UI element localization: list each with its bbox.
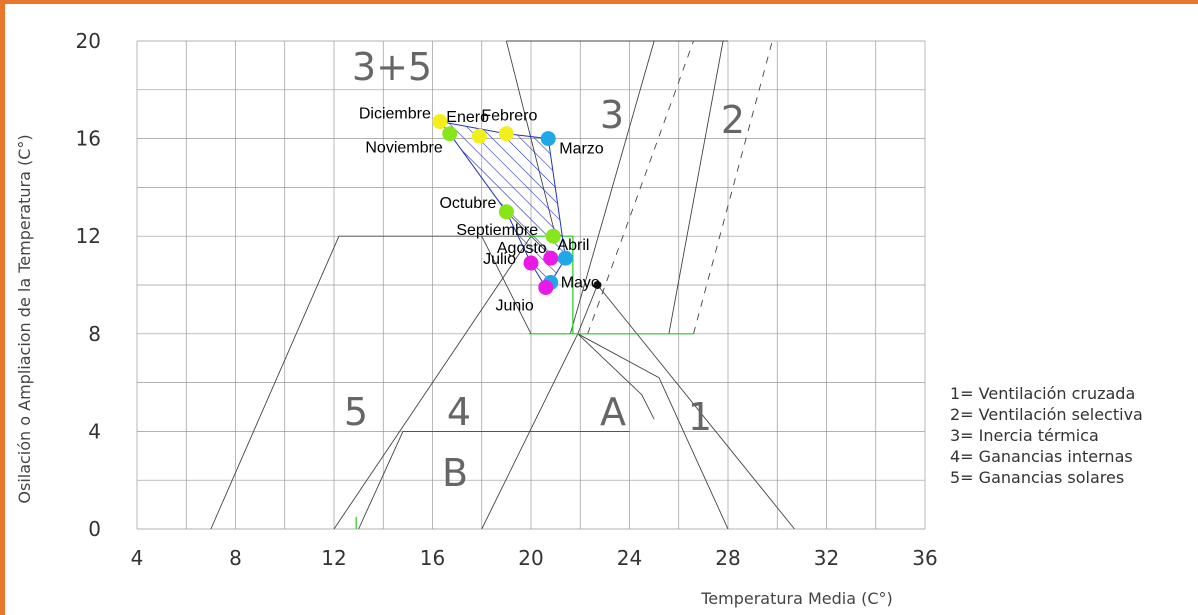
- month-label-noviembre: Noviembre: [365, 140, 442, 157]
- month-point-agosto: [543, 250, 559, 266]
- zone-boundary-line: [569, 40, 655, 334]
- zone-label: B: [442, 451, 468, 495]
- zone-label: 1: [688, 395, 712, 439]
- x-tick-label: 8: [229, 546, 242, 570]
- zone-boundary-line: [358, 430, 630, 530]
- x-tick-label: 32: [814, 546, 839, 570]
- month-points: [432, 114, 602, 295]
- x-tick-label: 28: [715, 546, 740, 570]
- month-label-enero: Enero: [446, 109, 489, 126]
- zone-boundary-line: [481, 235, 532, 335]
- zone-label: 3: [600, 93, 624, 137]
- month-point-diciembre: [432, 114, 448, 130]
- zone-label: A: [600, 390, 626, 434]
- month-label-mayo: Mayo: [561, 275, 600, 292]
- legend-entry: 3= Inercia térmica: [950, 426, 1099, 445]
- month-point-julio: [523, 255, 539, 271]
- month-label-diciembre: Diciembre: [359, 106, 431, 123]
- month-point-noviembre: [442, 126, 458, 142]
- zone-boundary-dashed-line: [693, 40, 773, 334]
- y-tick-label: 16: [76, 127, 101, 151]
- target-point: [593, 281, 602, 289]
- month-point-febrero: [498, 126, 514, 142]
- x-axis-title: Temperatura Media (C°): [700, 589, 893, 608]
- zone-boundary-line: [668, 40, 724, 334]
- x-tick-label: 20: [518, 546, 543, 570]
- legend-entry: 2= Ventilación selectiva: [950, 405, 1143, 424]
- month-point-enero: [471, 128, 487, 144]
- zone-label: 2: [721, 98, 745, 142]
- month-label-octubre: Octubre: [439, 195, 496, 212]
- month-point-abril: [557, 250, 573, 266]
- x-tick-label: 36: [912, 546, 937, 570]
- legend: 1= Ventilación cruzada 2= Ventilación sel…: [950, 384, 1143, 487]
- y-tick-label: 4: [88, 419, 101, 443]
- zone-label: 5: [344, 390, 368, 434]
- zone-boundary-line: [210, 235, 532, 530]
- y-tick-label: 12: [76, 224, 101, 248]
- month-point-septiembre: [545, 228, 561, 244]
- y-tick-label: 8: [88, 322, 101, 346]
- month-point-junio: [538, 279, 554, 295]
- legend-entry: 4= Ganancias internas: [950, 447, 1133, 466]
- month-label-abril: Abril: [557, 237, 589, 254]
- y-tick-label: 20: [76, 29, 101, 53]
- month-label-marzo: Marzo: [559, 141, 604, 158]
- y-axis-title: Osilación o Ampliacion de la Temperatura…: [15, 134, 34, 503]
- x-tick-label: 12: [321, 546, 346, 570]
- zone-labels: 3+5 3 2 5 4 A 1 B: [344, 45, 745, 495]
- month-label-junio: Junio: [496, 297, 534, 314]
- legend-entry: 5= Ganancias solares: [950, 468, 1124, 487]
- month-point-marzo: [540, 131, 556, 147]
- x-tick-label: 24: [617, 546, 642, 570]
- x-tick-label: 16: [420, 546, 445, 570]
- grid: [136, 40, 926, 530]
- zone-boundary-line: [577, 333, 655, 420]
- legend-entry: 1= Ventilación cruzada: [950, 384, 1135, 403]
- y-tick-label: 0: [88, 517, 101, 541]
- month-label-febrero: Febrero: [481, 108, 537, 125]
- zone-label: 4: [447, 390, 471, 434]
- zone-boundary-dashed-line: [587, 40, 694, 334]
- month-label-agosto: Agosto: [497, 240, 547, 257]
- month-label-julio: Julio: [483, 251, 516, 268]
- month-label-septiembre: Septiembre: [456, 222, 538, 239]
- month-point-octubre: [498, 204, 514, 220]
- zone-label: 3+5: [352, 45, 432, 89]
- x-tick-label: 4: [131, 546, 144, 570]
